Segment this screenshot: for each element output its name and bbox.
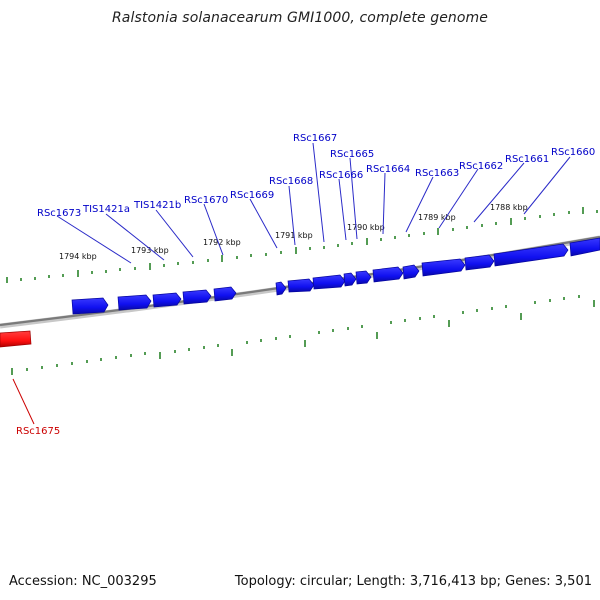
gene-label-rsc1670[interactable]: RSc1670 xyxy=(184,195,228,206)
gene-arrow-tis1421b[interactable] xyxy=(152,292,182,308)
scale-label: 1789 kbp xyxy=(418,213,456,222)
gene-label-tis1421b[interactable]: TIS1421b xyxy=(133,200,181,211)
accession-text: Accession: NC_003295 xyxy=(9,574,157,589)
gene-arrow-rsc1673[interactable] xyxy=(71,297,109,315)
gene-arrow-rsc1665[interactable] xyxy=(343,272,357,287)
gene-arrow-rsc1669[interactable] xyxy=(213,286,237,302)
reverse-strand-genes xyxy=(0,330,32,348)
gene-label-rsc1666[interactable]: RSc1666 xyxy=(319,170,363,181)
scale-label: 1788 kbp xyxy=(490,203,528,212)
gene-label-rsc1662[interactable]: RSc1662 xyxy=(459,161,503,172)
gene-arrow-rsc1665b[interactable] xyxy=(355,270,372,285)
gene-label-rsc1663[interactable]: RSc1663 xyxy=(415,168,459,179)
map-title: Ralstonia solanacearum GMI1000, complete… xyxy=(111,10,489,26)
gene-arrow-rsc1662[interactable] xyxy=(421,258,466,277)
gene-label-tis1421a[interactable]: TIS1421a xyxy=(82,204,130,215)
gene-label-rsc1661[interactable]: RSc1661 xyxy=(505,154,549,165)
gene-label-rsc1667[interactable]: RSc1667 xyxy=(293,133,337,144)
gene-labels: RSc1673 TIS1421a TIS1421b RSc1670 RSc166… xyxy=(16,133,595,437)
scale-label: 1794 kbp xyxy=(59,252,97,261)
gene-arrow-tis1421a[interactable] xyxy=(117,294,152,311)
forward-strand-genes xyxy=(71,237,600,315)
scale-label: 1790 kbp xyxy=(347,223,385,232)
gene-label-rsc1673[interactable]: RSc1673 xyxy=(37,208,81,219)
gene-label-rsc1675[interactable]: RSc1675 xyxy=(16,426,60,437)
inner-scale-ticks xyxy=(11,295,595,375)
gene-label-rsc1660[interactable]: RSc1660 xyxy=(551,147,595,158)
reverse-leader-lines xyxy=(12,378,35,425)
leader-lines xyxy=(56,142,571,264)
gene-arrow-rsc1663[interactable] xyxy=(402,264,420,280)
outer-scale-ticks xyxy=(6,207,598,283)
gene-arrow-rsc1667[interactable] xyxy=(287,278,315,293)
scale-label: 1792 kbp xyxy=(203,238,241,247)
gene-arrow-rsc1668[interactable] xyxy=(275,281,287,296)
gene-arrow-rsc1664[interactable] xyxy=(372,266,404,283)
gene-arrow-rsc1675[interactable] xyxy=(0,330,32,348)
gene-arrow-rsc1666[interactable] xyxy=(312,274,346,290)
gene-arrow-rsc1659[interactable] xyxy=(569,237,600,257)
scale-label: 1793 kbp xyxy=(131,246,169,255)
genome-summary-text: Topology: circular; Length: 3,716,413 bp… xyxy=(234,574,592,589)
gene-label-rsc1669[interactable]: RSc1669 xyxy=(230,190,274,201)
gene-label-rsc1665[interactable]: RSc1665 xyxy=(330,149,374,160)
gene-arrow-rsc1661[interactable] xyxy=(464,254,495,271)
gene-label-rsc1664[interactable]: RSc1664 xyxy=(366,164,410,175)
gene-arrow-rsc1660[interactable] xyxy=(493,243,569,267)
gene-arrow-rsc1670[interactable] xyxy=(182,289,212,305)
gene-label-rsc1668[interactable]: RSc1668 xyxy=(269,176,313,187)
